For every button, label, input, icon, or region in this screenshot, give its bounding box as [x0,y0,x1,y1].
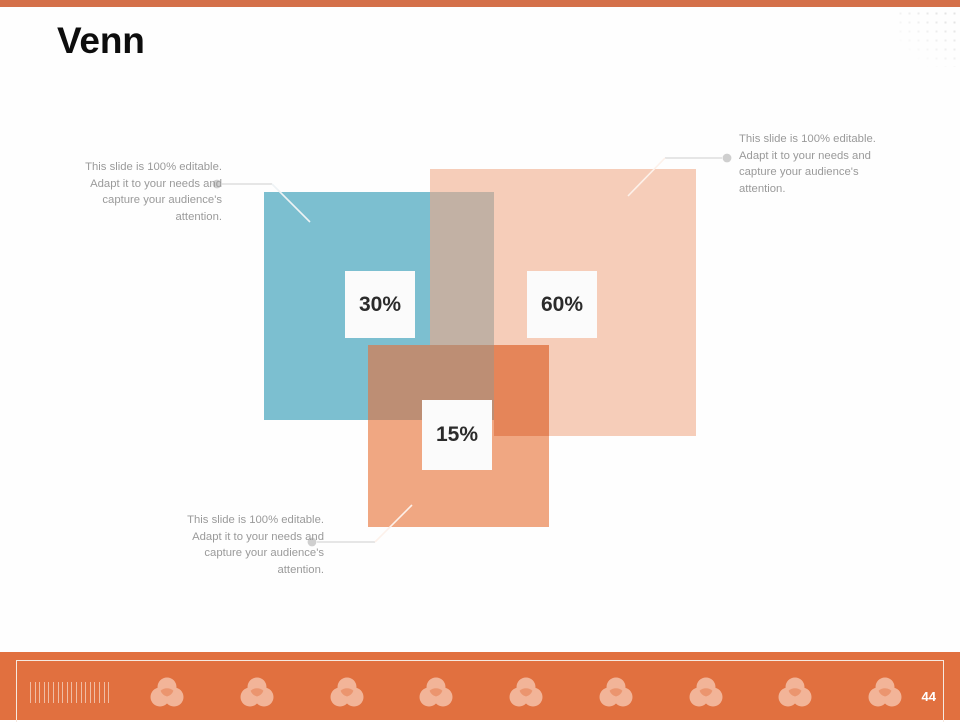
venn-circles-icon [150,677,184,707]
tick-mark [30,682,31,703]
value-label-orange: 15% [435,423,479,446]
venn-overlap-blue-orange [368,345,430,420]
venn-circles-icon [419,677,453,707]
tick-mark [80,682,82,703]
venn-circles-icon [509,677,543,707]
tick-mark [57,682,59,703]
top-accent-bar [0,0,960,7]
callout-text-left: This slide is 100% editable. Adapt it to… [85,161,222,223]
value-label-pink: 60% [540,292,584,316]
value-label-blue: 30% [358,292,402,316]
venn-overlap-pink-orange [494,345,549,436]
tick-mark [62,682,64,703]
footer-bar: 44 [0,652,960,722]
venn-circles-icon [599,677,633,707]
tick-mark [48,682,50,703]
venn-circles-icon [240,677,274,707]
footer-inner-border [16,660,944,722]
value-badge-blue: 30% [345,271,415,338]
venn-circles-icon [868,677,902,707]
venn-circles-icon [778,677,812,707]
page-title: Venn [57,20,145,61]
tick-mark [66,682,68,703]
tick-mark [34,682,36,703]
page-number: 44 [921,689,936,704]
dot-pattern-decoration [894,7,960,67]
venn-circles-icon [689,677,722,707]
venn-circles-icon [330,677,363,707]
tick-mark [94,682,96,703]
tick-mark [103,682,105,703]
callout-text-right: This slide is 100% editable. Adapt it to… [739,133,876,195]
tick-mark [39,682,41,703]
tick-mark [89,682,91,703]
tick-mark [85,682,87,703]
footer-icon-row [150,676,902,708]
tick-mark [71,682,73,703]
tick-mark [98,682,100,703]
tick-mark [52,682,54,703]
value-badge-pink: 60% [527,271,597,338]
tick-mark [75,682,77,703]
tick-mark [43,682,45,703]
value-badge-orange: 15% [422,400,492,470]
tick-mark [108,682,110,703]
tick-marks-decoration [30,682,110,703]
callout-text-bottom: This slide is 100% editable. Adapt it to… [187,514,324,576]
